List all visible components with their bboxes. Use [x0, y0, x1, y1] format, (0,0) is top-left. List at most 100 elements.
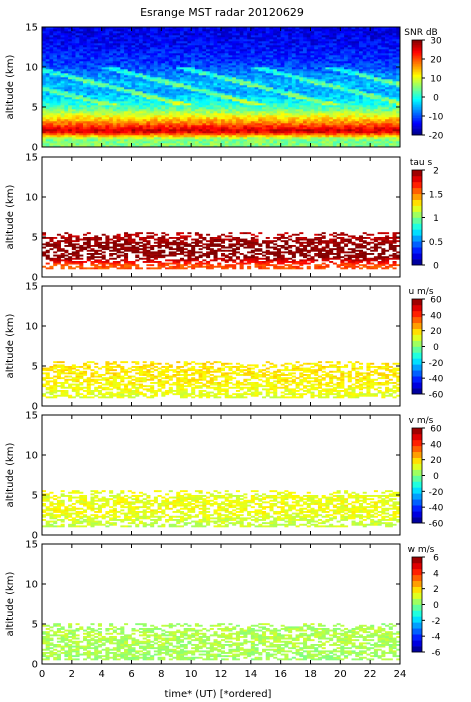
heatmap-cell — [321, 97, 326, 100]
heatmap-cell — [138, 73, 143, 76]
heatmap-cell — [183, 77, 188, 80]
heatmap-cell — [194, 45, 199, 48]
heatmap-cell — [310, 51, 315, 54]
heatmap-cell — [321, 133, 326, 136]
heatmap-cell — [64, 39, 69, 42]
heatmap-cell — [232, 51, 237, 54]
heatmap-cell — [213, 59, 218, 62]
heatmap-cell — [265, 29, 270, 32]
heatmap-cell — [131, 49, 136, 52]
heatmap-cell — [109, 43, 114, 46]
heatmap-cell — [127, 41, 132, 44]
heatmap-cell — [64, 81, 69, 84]
heatmap-cell — [217, 51, 222, 54]
heatmap-cell — [276, 123, 281, 126]
heatmap-cell — [79, 117, 84, 120]
heatmap-cell — [101, 125, 106, 128]
heatmap-cell — [217, 55, 222, 58]
heatmap-cell — [221, 99, 226, 102]
heatmap-cell — [239, 51, 244, 54]
heatmap-cell — [94, 55, 99, 58]
heatmap-cell — [202, 51, 207, 54]
heatmap-cell — [206, 39, 211, 42]
heatmap-cell — [191, 97, 196, 100]
heatmap-cell — [124, 47, 129, 50]
heatmap-cell — [71, 109, 76, 112]
heatmap-cell — [179, 91, 185, 94]
heatmap-cell — [138, 83, 143, 86]
heatmap-cell — [157, 53, 162, 56]
heatmap-cell — [303, 131, 308, 134]
heatmap-cell — [347, 105, 352, 108]
heatmap-cell — [262, 145, 267, 148]
heatmap-cell — [187, 63, 192, 66]
heatmap-cell — [336, 37, 341, 40]
heatmap-cell — [325, 119, 330, 122]
heatmap-cell — [86, 121, 91, 124]
heatmap-cell — [329, 97, 334, 100]
heatmap-cell — [105, 39, 110, 42]
heatmap-cell — [325, 59, 330, 62]
heatmap-cell — [90, 45, 95, 48]
heatmap-cell — [53, 29, 58, 32]
heatmap-cell — [250, 107, 255, 110]
heatmap-cell — [183, 135, 188, 138]
heatmap-cell — [179, 139, 185, 142]
heatmap-cell — [232, 85, 237, 88]
heatmap-cell — [71, 65, 76, 68]
heatmap-cell — [194, 47, 199, 50]
heatmap-cell — [150, 27, 155, 30]
heatmap-cell — [112, 139, 117, 142]
heatmap-cell — [183, 57, 188, 60]
heatmap-cell — [124, 119, 129, 122]
heatmap-cell — [161, 57, 166, 60]
heatmap-cell — [329, 111, 334, 114]
heatmap-cell — [243, 83, 248, 86]
heatmap-cell — [291, 57, 296, 60]
heatmap-cell — [317, 67, 322, 70]
heatmap-cell — [79, 75, 84, 78]
heatmap-cell — [53, 63, 58, 66]
heatmap-cell — [262, 87, 267, 90]
heatmap-cell — [291, 115, 296, 118]
heatmap-cell — [49, 101, 54, 104]
heatmap-cell — [262, 103, 267, 106]
heatmap-cell — [172, 91, 177, 94]
heatmap-cell — [146, 57, 151, 60]
heatmap-cell — [135, 49, 140, 52]
heatmap-cell — [314, 97, 319, 100]
heatmap-cell — [295, 63, 300, 66]
heatmap-cell — [172, 33, 177, 36]
heatmap-cell — [191, 67, 196, 70]
heatmap-cell — [265, 105, 270, 108]
heatmap-cell — [165, 125, 170, 128]
heatmap-cell — [344, 51, 349, 54]
heatmap-cell — [202, 77, 207, 80]
heatmap-cell — [109, 73, 114, 76]
heatmap-cell — [165, 31, 170, 34]
heatmap-cell — [86, 69, 91, 72]
heatmap-cell — [329, 71, 334, 74]
heatmap-cell — [228, 65, 233, 68]
heatmap-cell — [53, 133, 58, 136]
heatmap-cell — [202, 139, 207, 142]
heatmap-cell — [332, 35, 337, 38]
heatmap-cell — [317, 137, 322, 140]
heatmap-cell — [45, 91, 50, 94]
heatmap-cell — [150, 51, 155, 54]
heatmap-cell — [269, 89, 274, 92]
heatmap-cell — [71, 99, 76, 102]
heatmap-cell — [239, 75, 244, 78]
heatmap-cell — [53, 113, 58, 116]
heatmap-cell — [306, 55, 311, 58]
heatmap-cell — [161, 139, 166, 142]
heatmap-cell — [239, 37, 244, 40]
heatmap-cell — [344, 115, 349, 118]
heatmap-cell — [262, 133, 267, 136]
heatmap-cell — [49, 119, 54, 122]
heatmap-cell — [347, 79, 352, 82]
heatmap-cell — [172, 35, 177, 38]
heatmap-cell — [79, 29, 84, 32]
heatmap-cell — [194, 123, 199, 126]
heatmap-cell — [146, 55, 151, 58]
